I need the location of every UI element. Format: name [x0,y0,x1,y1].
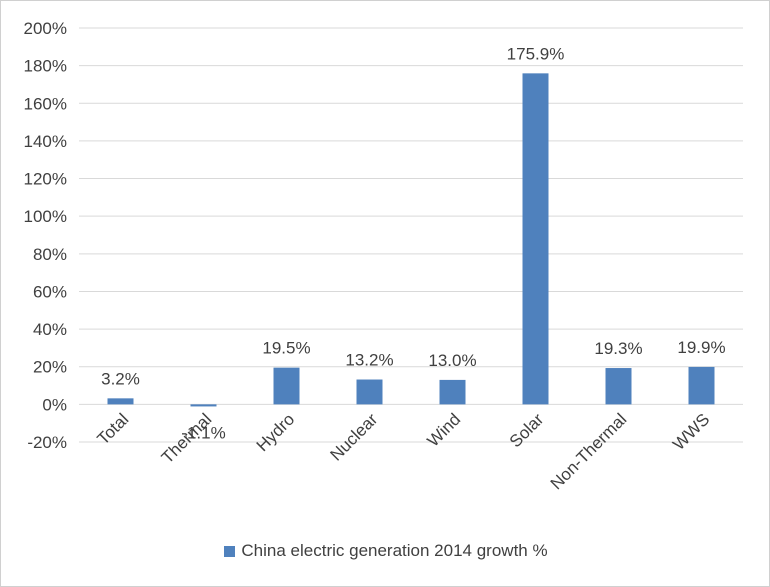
y-tick-label: 160% [24,94,67,113]
bar [190,404,217,407]
data-label: -1.1% [181,423,225,442]
data-label: 19.9% [677,338,725,357]
data-label: 13.0% [428,351,476,370]
data-label: 175.9% [507,44,565,63]
x-axis-tick-labels: Total Thermal Hydro Nuclear Wind Solar Non-The… [93,410,713,494]
gridlines [79,27,743,443]
data-label: 19.3% [594,339,642,358]
y-tick-label: 60% [33,282,67,301]
bar [356,379,383,405]
x-tick-label: Total [93,410,132,449]
x-tick-label: Nuclear [326,410,381,465]
y-tick-label: 140% [24,132,67,151]
x-tick-label: Wind [424,410,465,451]
x-tick-label: Hydro [253,410,299,456]
bar [439,379,466,405]
legend: China electric generation 2014 growth % [1,541,770,561]
y-axis-tick-labels: -20% 0% 20% 40% 60% 80% 100% 120% 140% 160% 180% 20… [24,19,67,452]
x-tick-label: WWS [669,410,713,454]
y-tick-label: 180% [24,57,67,76]
y-tick-label: 40% [33,320,67,339]
y-tick-label: 0% [42,395,67,414]
legend-swatch [224,546,236,557]
x-tick-label: Solar [506,410,548,452]
y-tick-label: -20% [27,433,67,452]
y-tick-label: 80% [33,245,67,264]
x-tick-label: Non-Thermal [547,410,631,494]
bars [107,73,715,407]
y-tick-label: 120% [24,170,67,189]
data-label: 13.2% [345,351,393,370]
data-labels: 3.2% -1.1% 19.5% 13.2% 13.0% 175.9% 19.3% 19.9% [101,44,725,442]
data-label: 3.2% [101,369,140,388]
bar [605,368,632,405]
bar [273,367,300,405]
bar-chart: -20% 0% 20% 40% 60% 80% 100% 120% 140% 160% 180% 20… [24,19,743,494]
data-label: 19.5% [262,339,310,358]
bar [522,73,549,405]
y-tick-label: 20% [33,358,67,377]
y-tick-label: 100% [24,207,67,226]
bar [688,366,715,405]
legend-label: China electric generation 2014 growth % [241,541,548,560]
y-tick-label: 200% [24,19,67,38]
bar [107,398,134,405]
